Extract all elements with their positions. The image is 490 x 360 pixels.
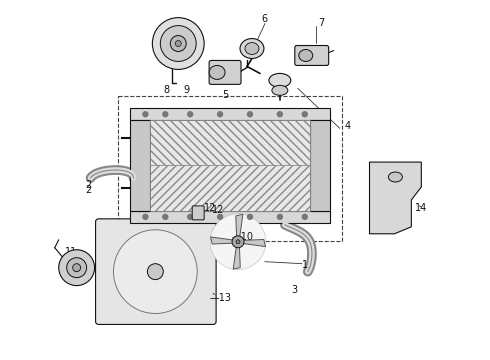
- FancyBboxPatch shape: [96, 219, 216, 324]
- Circle shape: [247, 112, 252, 117]
- Circle shape: [59, 250, 95, 285]
- Text: 14: 14: [415, 203, 427, 213]
- Polygon shape: [211, 237, 234, 244]
- Polygon shape: [233, 246, 240, 269]
- Polygon shape: [369, 162, 421, 234]
- FancyBboxPatch shape: [192, 206, 204, 220]
- Text: 7: 7: [318, 18, 325, 28]
- Circle shape: [302, 112, 307, 117]
- Circle shape: [247, 214, 252, 219]
- Bar: [130, 108, 330, 120]
- Text: 9: 9: [183, 85, 189, 95]
- Text: 12: 12: [212, 205, 224, 215]
- Ellipse shape: [389, 172, 402, 182]
- Text: 1: 1: [302, 260, 308, 270]
- Text: 12: 12: [204, 203, 216, 213]
- Ellipse shape: [269, 73, 291, 87]
- Circle shape: [143, 214, 148, 219]
- Circle shape: [302, 214, 307, 219]
- Circle shape: [277, 214, 282, 219]
- Circle shape: [163, 112, 168, 117]
- Bar: [119, 96, 342, 241]
- Circle shape: [236, 240, 240, 244]
- Text: —10: —10: [232, 232, 254, 242]
- Ellipse shape: [272, 85, 288, 95]
- Text: 3: 3: [292, 284, 298, 294]
- Text: 4: 4: [344, 121, 351, 131]
- Bar: [150, 165, 310, 211]
- Bar: [130, 211, 330, 223]
- Bar: [310, 120, 330, 211]
- Circle shape: [147, 264, 163, 280]
- Text: 11: 11: [65, 247, 77, 257]
- Ellipse shape: [245, 42, 259, 54]
- Circle shape: [277, 112, 282, 117]
- Circle shape: [114, 230, 197, 314]
- Text: 2: 2: [85, 185, 92, 195]
- Circle shape: [232, 236, 244, 248]
- Polygon shape: [236, 214, 243, 238]
- Circle shape: [210, 214, 266, 270]
- Bar: [130, 120, 150, 211]
- Circle shape: [163, 214, 168, 219]
- Circle shape: [188, 214, 193, 219]
- Circle shape: [73, 264, 81, 272]
- Circle shape: [175, 41, 181, 46]
- Circle shape: [218, 112, 222, 117]
- Text: 5: 5: [222, 90, 228, 100]
- Text: 2: 2: [85, 180, 92, 190]
- Circle shape: [218, 214, 222, 219]
- FancyBboxPatch shape: [295, 45, 329, 66]
- FancyBboxPatch shape: [209, 60, 241, 84]
- Circle shape: [67, 258, 87, 278]
- Circle shape: [160, 26, 196, 62]
- Circle shape: [188, 112, 193, 117]
- Ellipse shape: [240, 39, 264, 58]
- Ellipse shape: [209, 66, 225, 80]
- Bar: [150, 120, 310, 165]
- Circle shape: [171, 36, 186, 51]
- Ellipse shape: [299, 50, 313, 62]
- Circle shape: [143, 112, 148, 117]
- Circle shape: [152, 18, 204, 69]
- Text: —13: —13: [209, 293, 231, 302]
- Text: 6: 6: [262, 14, 268, 24]
- Polygon shape: [242, 239, 266, 247]
- Text: 8: 8: [163, 85, 170, 95]
